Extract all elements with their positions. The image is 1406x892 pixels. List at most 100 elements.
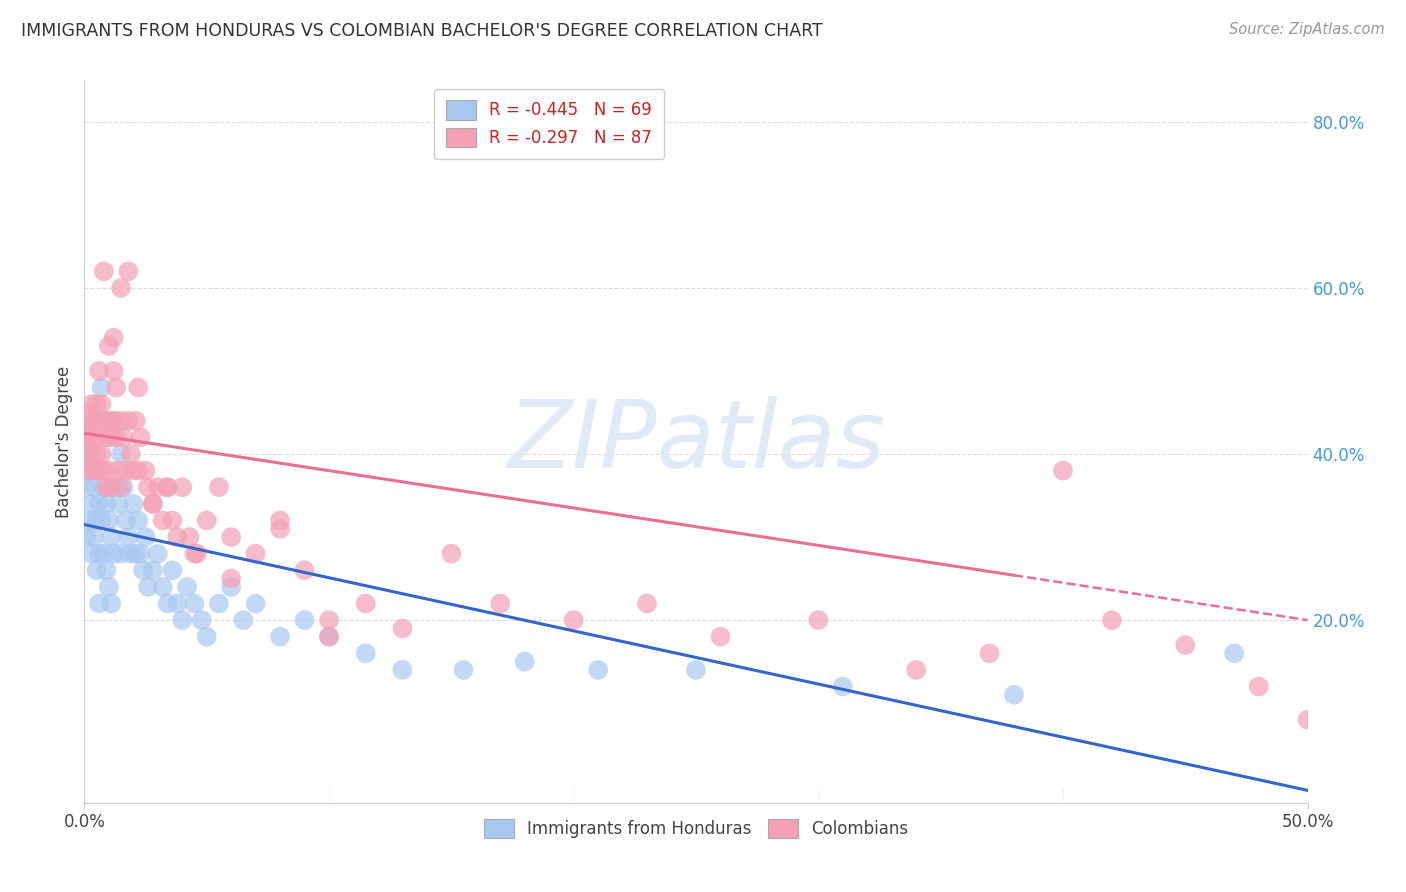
Point — [132, 563, 155, 577]
Point — [208, 480, 231, 494]
Point — [1101, 613, 1123, 627]
Point — [269, 522, 291, 536]
Point — [103, 414, 125, 428]
Point — [97, 414, 120, 428]
Point — [156, 480, 179, 494]
Point — [83, 530, 105, 544]
Point — [136, 580, 159, 594]
Point — [76, 447, 98, 461]
Point — [219, 572, 242, 586]
Point — [77, 414, 100, 428]
Point — [232, 613, 254, 627]
Point — [90, 447, 112, 461]
Point — [83, 430, 105, 444]
Point — [127, 380, 149, 394]
Point — [96, 430, 118, 444]
Point — [83, 464, 105, 478]
Point — [391, 663, 413, 677]
Point — [807, 613, 830, 627]
Point — [105, 380, 128, 394]
Point — [354, 597, 377, 611]
Point — [318, 630, 340, 644]
Point — [156, 597, 179, 611]
Legend: Immigrants from Honduras, Colombians: Immigrants from Honduras, Colombians — [477, 813, 915, 845]
Point — [96, 480, 118, 494]
Point — [80, 397, 103, 411]
Point — [586, 663, 609, 677]
Point — [166, 530, 188, 544]
Point — [152, 580, 174, 594]
Point — [294, 613, 316, 627]
Point — [97, 464, 120, 478]
Point — [87, 547, 110, 561]
Point — [905, 663, 928, 677]
Point — [127, 513, 149, 527]
Point — [120, 447, 142, 461]
Point — [245, 547, 267, 561]
Point — [112, 480, 135, 494]
Point — [117, 530, 139, 544]
Point — [76, 430, 98, 444]
Point — [117, 264, 139, 278]
Point — [156, 480, 179, 494]
Point — [90, 397, 112, 411]
Point — [103, 364, 125, 378]
Point — [172, 480, 194, 494]
Point — [122, 464, 145, 478]
Point — [76, 480, 98, 494]
Point — [77, 513, 100, 527]
Point — [117, 414, 139, 428]
Point — [354, 646, 377, 660]
Point — [135, 464, 157, 478]
Point — [1002, 688, 1025, 702]
Point — [127, 464, 149, 478]
Point — [86, 447, 108, 461]
Point — [146, 480, 169, 494]
Point — [77, 464, 100, 478]
Point — [183, 597, 205, 611]
Point — [245, 597, 267, 611]
Point — [142, 563, 165, 577]
Point — [318, 630, 340, 644]
Point — [80, 497, 103, 511]
Point — [195, 630, 218, 644]
Point — [142, 497, 165, 511]
Point — [831, 680, 853, 694]
Point — [709, 630, 731, 644]
Point — [453, 663, 475, 677]
Point — [87, 497, 110, 511]
Point — [93, 264, 115, 278]
Point — [96, 497, 118, 511]
Point — [86, 513, 108, 527]
Point — [489, 597, 512, 611]
Point — [100, 430, 122, 444]
Point — [115, 513, 138, 527]
Point — [166, 597, 188, 611]
Point — [110, 447, 132, 461]
Point — [172, 613, 194, 627]
Point — [146, 547, 169, 561]
Point — [100, 530, 122, 544]
Point — [80, 447, 103, 461]
Point — [80, 447, 103, 461]
Point — [1223, 646, 1246, 660]
Point — [103, 331, 125, 345]
Point — [294, 563, 316, 577]
Point — [100, 597, 122, 611]
Point — [129, 430, 152, 444]
Point — [103, 414, 125, 428]
Point — [1174, 638, 1197, 652]
Point — [122, 497, 145, 511]
Point — [97, 513, 120, 527]
Point — [142, 497, 165, 511]
Point — [208, 597, 231, 611]
Point — [120, 547, 142, 561]
Point — [110, 414, 132, 428]
Point — [110, 547, 132, 561]
Point — [979, 646, 1001, 660]
Point — [391, 621, 413, 635]
Point — [685, 663, 707, 677]
Point — [93, 547, 115, 561]
Point — [90, 380, 112, 394]
Point — [269, 513, 291, 527]
